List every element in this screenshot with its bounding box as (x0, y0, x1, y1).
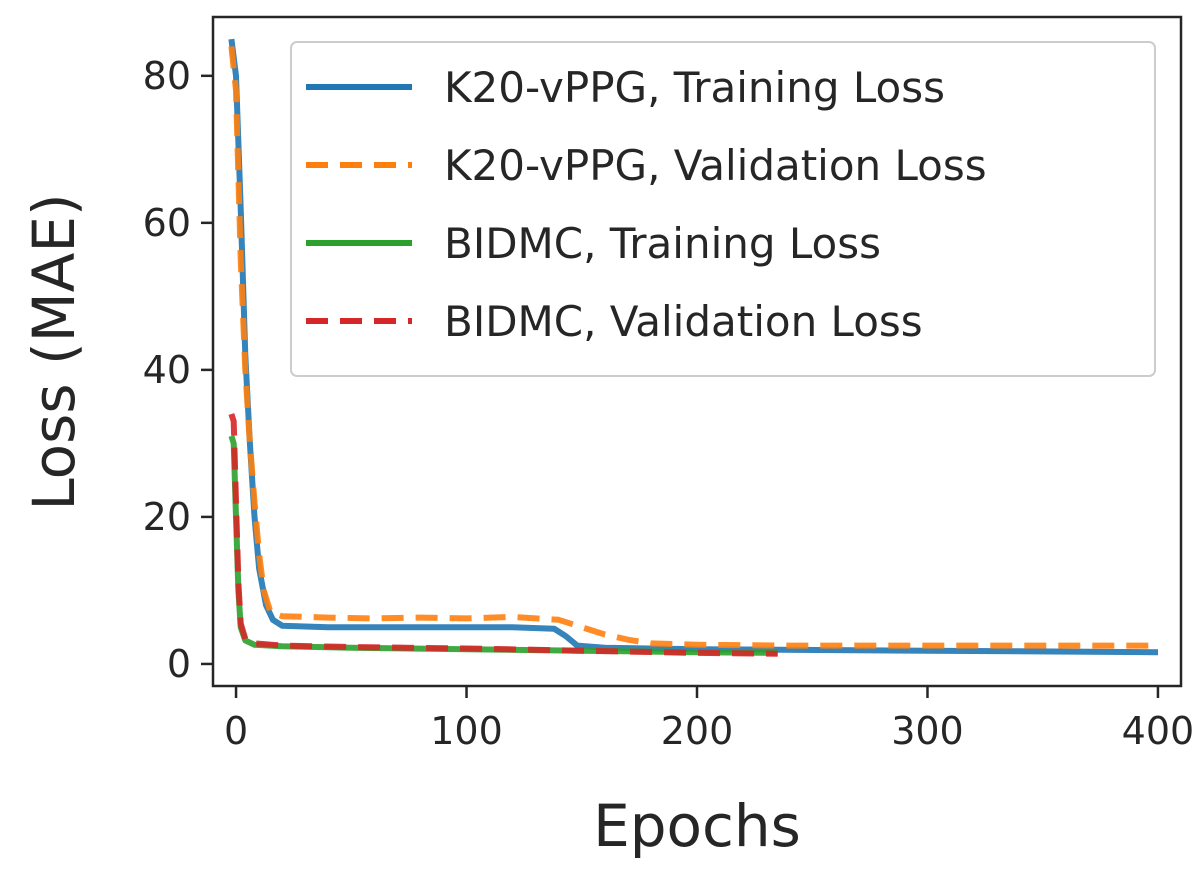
y-axis-label: Loss (MAE) (20, 193, 88, 510)
x-tick-label-4: 400 (1122, 709, 1195, 753)
y-tick-label-2: 40 (143, 348, 191, 392)
legend-label-3: BIDMC, Validation Loss (444, 297, 923, 346)
x-tick-label-1: 100 (430, 709, 503, 753)
series-layer (228, 38, 1159, 657)
series-line-2 (228, 435, 778, 656)
y-tick-label-1: 20 (143, 495, 191, 539)
series-line-3 (228, 413, 778, 657)
legend-label-1: K20-vPPG, Validation Loss (444, 141, 987, 190)
y-tick-label-3: 60 (143, 201, 191, 245)
legend: K20-vPPG, Training Loss K20-vPPG, Validat… (290, 41, 1156, 377)
x-axis-label: Epochs (593, 792, 801, 860)
y-tick-label-4: 80 (143, 54, 191, 98)
legend-frame (290, 41, 1156, 377)
x-tick-label-3: 300 (891, 709, 964, 753)
x-tick-label-2: 200 (661, 709, 734, 753)
legend-label-0: K20-vPPG, Training Loss (444, 63, 945, 112)
series-line-1 (228, 46, 1158, 649)
ticks-layer: 0 100 200 300 400 0 20 40 60 80 (143, 54, 1195, 753)
y-tick-label-0: 0 (167, 642, 191, 686)
legend-label-2: BIDMC, Training Loss (444, 219, 881, 268)
x-tick-label-0: 0 (224, 709, 248, 753)
